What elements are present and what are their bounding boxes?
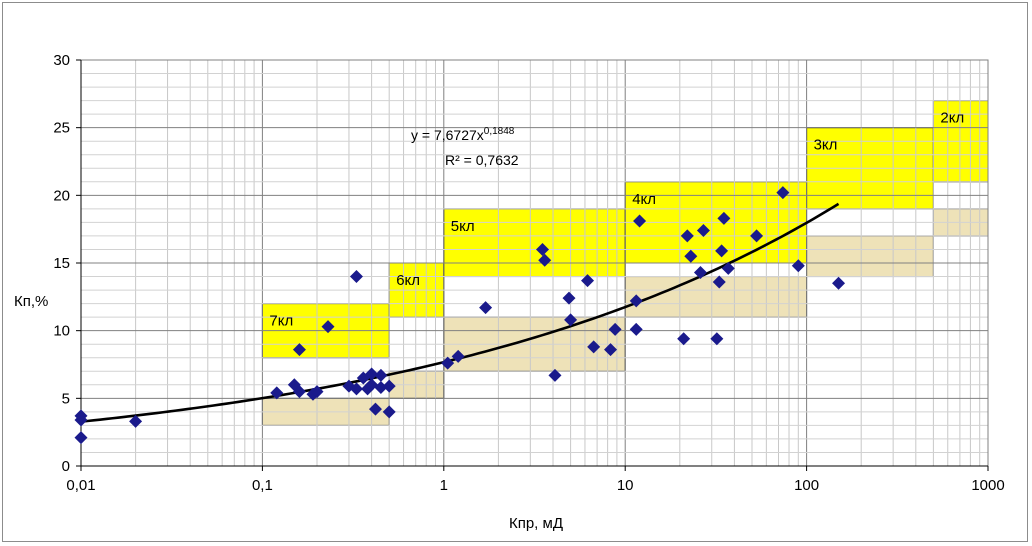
tick-labels: 0,01 0,1 1 10 100 1000 0 5 10 15 20 25 30	[53, 52, 1004, 494]
x-tick-label: 1000	[971, 477, 1004, 494]
data-point	[368, 402, 382, 416]
x-tick-label: 1	[440, 477, 448, 494]
data-point	[608, 322, 622, 336]
data-point	[451, 349, 465, 363]
y-tick-label: 30	[53, 52, 70, 69]
zone-labels: 7кл 6кл 5кл 4кл 3кл 2кл	[269, 110, 964, 330]
data-point	[712, 275, 726, 289]
data-point	[750, 229, 764, 243]
data-point	[479, 301, 493, 315]
data-point	[349, 382, 363, 396]
x-axis-title: Кпр, мД	[509, 515, 563, 532]
zone-label: 7кл	[269, 313, 293, 330]
y-tick-label: 10	[53, 323, 70, 340]
scatter-chart: 7кл 6кл 5кл 4кл 3кл 2кл 0,01 0,1 1 10 100 1000 0 5 10…	[14, 52, 1005, 532]
trendline-r-squared: R² = 0,7632	[445, 152, 519, 168]
zone-label: 2кл	[940, 110, 964, 127]
data-point	[680, 229, 694, 243]
data-point	[587, 340, 601, 354]
x-tick-label: 10	[617, 477, 634, 494]
x-tick-label: 0,1	[252, 477, 273, 494]
zone-label: 3кл	[814, 137, 838, 154]
data-point	[710, 332, 724, 346]
data-point	[677, 332, 691, 346]
zone-label: 4кл	[632, 191, 656, 208]
trendline-equation: y = 7,6727x0,1848	[411, 126, 515, 143]
y-tick-label: 15	[53, 255, 70, 272]
data-point	[535, 242, 549, 256]
data-point	[365, 367, 379, 381]
data-point	[74, 413, 88, 427]
data-point	[292, 343, 306, 357]
data-point	[581, 274, 595, 288]
data-point	[441, 356, 455, 370]
data-point	[696, 224, 710, 238]
data-point	[633, 214, 647, 228]
x-tick-label: 0,01	[66, 477, 95, 494]
x-tick-label: 100	[794, 477, 819, 494]
zone-lower-box	[806, 235, 934, 278]
data-point	[693, 265, 707, 279]
data-point	[791, 259, 805, 273]
data-point	[721, 261, 735, 275]
y-tick-label: 20	[53, 187, 70, 204]
data-point	[548, 368, 562, 382]
data-point	[564, 313, 578, 327]
data-point	[270, 386, 284, 400]
data-point	[629, 322, 643, 336]
trendline-exponent: 0,1848	[484, 126, 515, 137]
data-point	[715, 244, 729, 258]
data-point	[365, 378, 379, 392]
data-point	[321, 320, 335, 334]
data-point	[129, 414, 143, 428]
data-points	[74, 186, 846, 445]
data-point	[629, 294, 643, 308]
grid-lines	[80, 59, 989, 466]
data-point	[832, 276, 846, 290]
data-point	[776, 186, 790, 200]
data-point	[538, 253, 552, 267]
data-point	[374, 381, 388, 395]
data-point	[562, 291, 576, 305]
zone-label: 5кл	[451, 218, 475, 235]
y-tick-label: 0	[62, 458, 70, 475]
data-point	[604, 343, 618, 357]
zone-label: 6кл	[396, 272, 420, 289]
data-point	[374, 368, 388, 382]
data-point	[292, 385, 306, 399]
y-tick-label: 25	[53, 120, 70, 137]
data-point	[382, 379, 396, 393]
data-point	[349, 270, 363, 284]
data-point	[382, 405, 396, 419]
zone-upper-box	[443, 208, 626, 278]
data-point	[717, 211, 731, 225]
data-point	[684, 249, 698, 263]
data-point	[310, 385, 324, 399]
y-axis-title: Кп,%	[14, 293, 48, 310]
data-point	[74, 431, 88, 445]
y-tick-label: 5	[62, 390, 70, 407]
